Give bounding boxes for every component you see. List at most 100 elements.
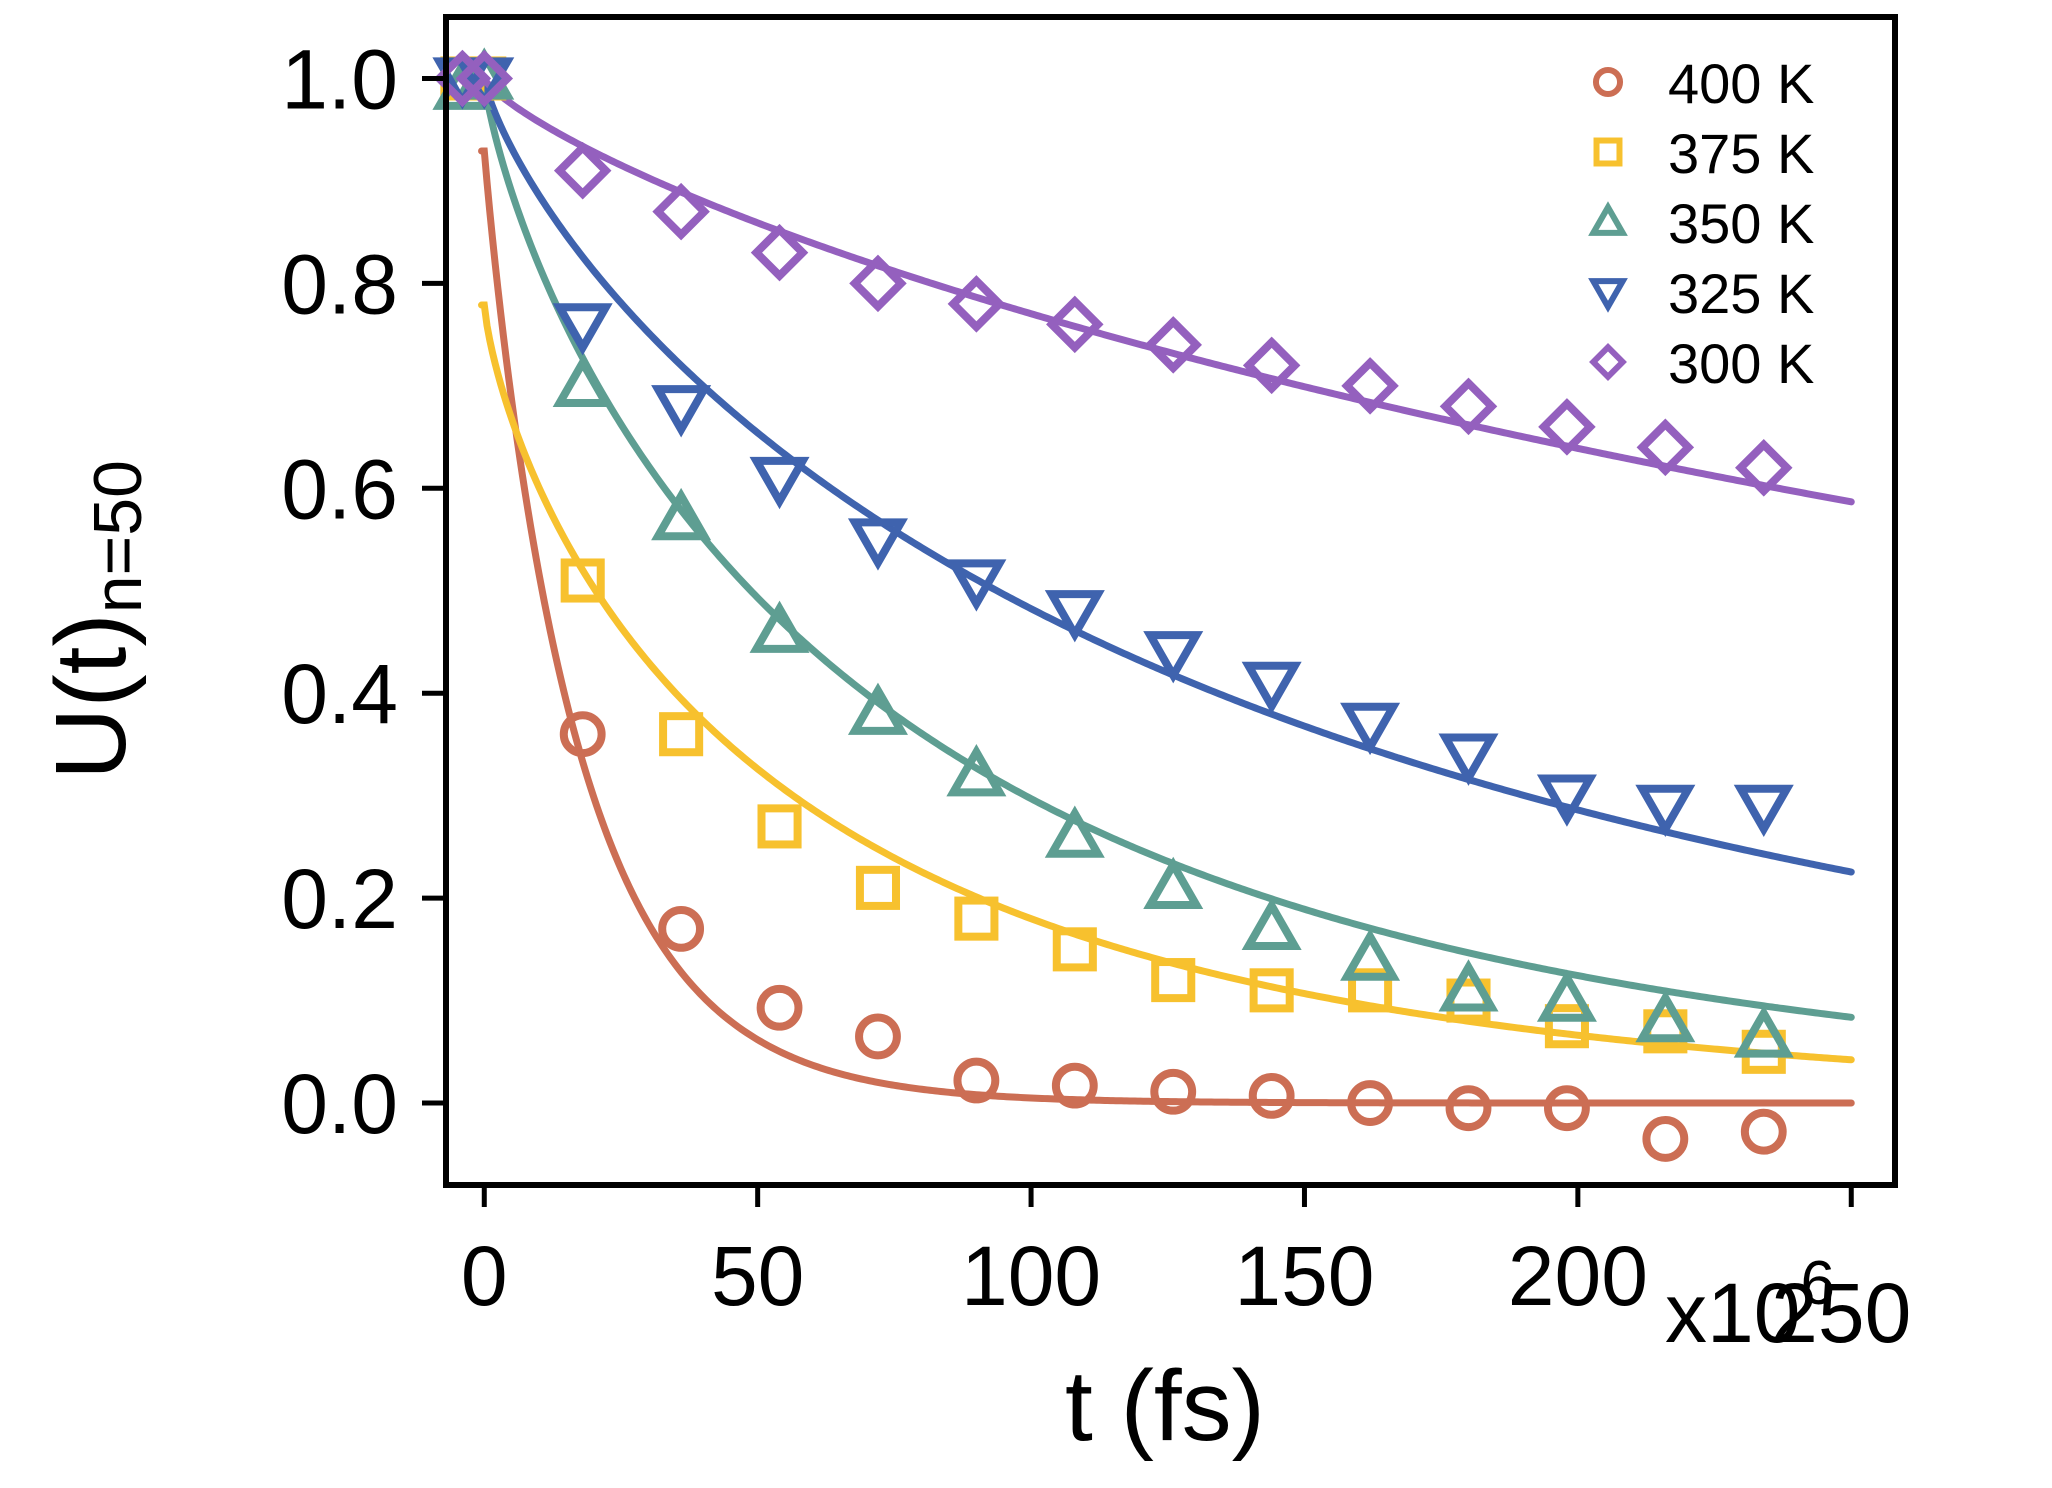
- x-axis: 0 50 100 150 200 250: [461, 1185, 1911, 1360]
- legend-marker: [1588, 201, 1628, 236]
- data-point: [1340, 928, 1401, 981]
- legend: 400 K 375 K 350 K 325 K 300 K: [1588, 52, 1814, 395]
- data-point: [1536, 969, 1597, 1022]
- x-tick-label: 0: [461, 1229, 508, 1323]
- data-point: [659, 712, 704, 757]
- y-axis: 0.0 0.2 0.4 0.6 0.8 1.0: [281, 32, 446, 1151]
- data-point: [651, 385, 712, 438]
- data-markers: [432, 47, 1794, 1162]
- plot-frame: [443, 14, 1898, 1188]
- data-point: [757, 804, 802, 849]
- data-point: [1150, 1068, 1197, 1115]
- fit-curve-300-k: [472, 75, 1855, 506]
- data-point: [552, 303, 613, 356]
- data-point: [1544, 1004, 1589, 1049]
- data-point: [652, 182, 710, 241]
- legend-marker: [1593, 137, 1623, 167]
- data-point: [1439, 377, 1498, 436]
- y-tick-label: 0.0: [281, 1057, 398, 1151]
- legend-label: 300 K: [1668, 332, 1814, 395]
- data-point: [1348, 968, 1393, 1013]
- data-point: [749, 600, 810, 653]
- legend-entry: 400 K: [1592, 52, 1814, 115]
- y-tick-label: 0.2: [281, 852, 398, 946]
- data-point: [1249, 968, 1294, 1013]
- data-point: [658, 905, 705, 952]
- data-point: [560, 558, 605, 603]
- data-point: [1051, 1062, 1098, 1109]
- x-tick-label: 150: [1234, 1229, 1374, 1323]
- y-axis-title-subscript: n=50: [80, 460, 156, 613]
- data-point: [651, 487, 712, 541]
- data-point: [1735, 439, 1793, 497]
- data-point: [1143, 631, 1204, 684]
- data-point: [946, 559, 1007, 612]
- series-325-k: [432, 57, 1794, 838]
- data-point: [1248, 1072, 1295, 1119]
- legend-entry: 300 K: [1589, 332, 1814, 395]
- data-point: [552, 354, 613, 408]
- x-tick-label: 200: [1508, 1229, 1648, 1323]
- data-point: [946, 744, 1007, 797]
- x-multiplier-exponent: 6: [1800, 1249, 1834, 1318]
- data-point: [553, 141, 612, 200]
- y-tick-label: 0.8: [281, 237, 398, 331]
- data-point: [559, 711, 606, 758]
- data-point: [454, 57, 515, 110]
- series-400-k: [439, 55, 1787, 1162]
- data-point: [1733, 1005, 1794, 1058]
- data-point: [1143, 856, 1204, 910]
- data-point: [455, 49, 514, 108]
- legend-marker: [1592, 66, 1624, 98]
- y-tick-label: 1.0: [281, 32, 398, 126]
- legend-entry: 350 K: [1588, 192, 1814, 255]
- data-point: [1144, 316, 1202, 374]
- fit-curve-400-k: [478, 147, 1855, 1107]
- legend-label: 400 K: [1668, 52, 1814, 115]
- data-point: [1438, 733, 1499, 786]
- data-point: [750, 223, 809, 282]
- y-axis-title: U(t)n=50: [35, 460, 156, 780]
- data-point: [1151, 958, 1196, 1003]
- data-point: [849, 254, 907, 313]
- data-point: [847, 682, 908, 735]
- x-tick-label: 50: [711, 1229, 804, 1323]
- data-point: [1636, 418, 1695, 477]
- legend-label: 350 K: [1668, 192, 1814, 255]
- x-tick-label: 100: [961, 1229, 1101, 1323]
- data-point: [1052, 927, 1097, 972]
- data-point: [1642, 1115, 1689, 1162]
- data-point: [1340, 702, 1401, 756]
- data-point: [1635, 989, 1696, 1043]
- data-point: [855, 865, 901, 910]
- data-point: [1635, 784, 1696, 838]
- data-point: [1242, 336, 1301, 395]
- data-point: [1044, 805, 1105, 858]
- data-point: [1438, 959, 1499, 1012]
- legend-entry: 325 K: [1588, 262, 1814, 325]
- data-point: [1536, 774, 1597, 827]
- legend-marker: [1588, 278, 1628, 313]
- y-tick-label: 0.4: [281, 647, 398, 741]
- data-point: [1044, 590, 1105, 643]
- data-point: [1733, 784, 1794, 838]
- x-axis-title: t (fs): [1065, 1350, 1265, 1462]
- data-point: [1046, 295, 1104, 354]
- data-point: [1740, 1108, 1787, 1155]
- data-point: [1241, 897, 1302, 951]
- data-point: [749, 456, 810, 510]
- data-point: [1347, 1080, 1393, 1126]
- data-point: [947, 275, 1006, 333]
- series-300-k: [433, 49, 1793, 497]
- legend-entry: 375 K: [1593, 122, 1814, 185]
- legend-label: 375 K: [1668, 122, 1814, 185]
- data-point: [847, 518, 908, 571]
- y-axis-title-main: U(t): [35, 613, 147, 780]
- x-axis-multiplier: x106: [1665, 1249, 1835, 1360]
- x-multiplier-prefix: x10: [1665, 1266, 1800, 1360]
- data-point: [1241, 661, 1302, 715]
- data-point: [1445, 1085, 1492, 1132]
- data-point: [953, 1057, 1000, 1104]
- data-point: [756, 984, 803, 1031]
